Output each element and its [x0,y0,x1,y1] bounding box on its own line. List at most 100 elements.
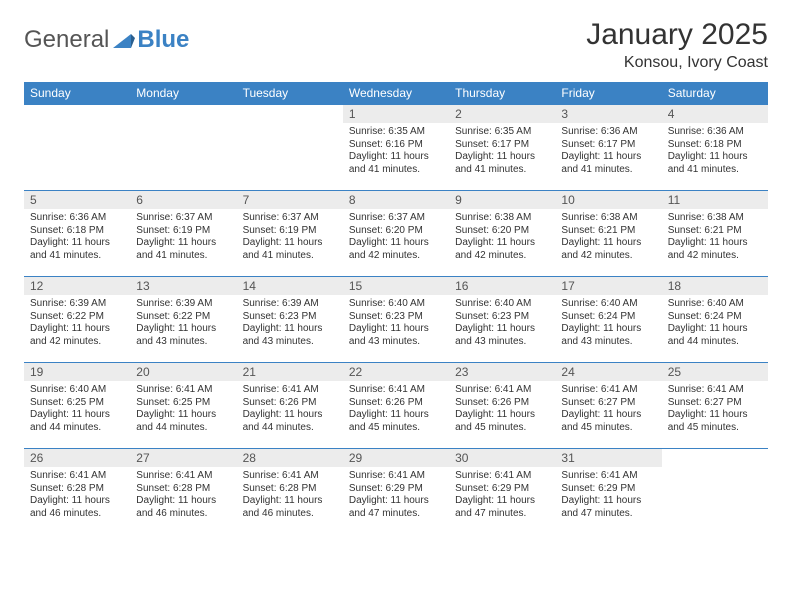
day-number: 30 [449,449,555,467]
calendar-day-cell: 24Sunrise: 6:41 AMSunset: 6:27 PMDayligh… [555,363,661,449]
day-data: Sunrise: 6:40 AMSunset: 6:24 PMDaylight:… [662,295,768,352]
day-data: Sunrise: 6:36 AMSunset: 6:18 PMDaylight:… [24,209,130,266]
day-data: Sunrise: 6:37 AMSunset: 6:19 PMDaylight:… [237,209,343,266]
day-number: 15 [343,277,449,295]
calendar-day-cell: 26Sunrise: 6:41 AMSunset: 6:28 PMDayligh… [24,449,130,535]
day-number: 23 [449,363,555,381]
logo-text-blue: Blue [137,26,189,54]
weekday-header: Thursday [449,82,555,105]
day-data: Sunrise: 6:38 AMSunset: 6:21 PMDaylight:… [555,209,661,266]
day-number: 2 [449,105,555,123]
calendar-body: 1Sunrise: 6:35 AMSunset: 6:16 PMDaylight… [24,105,768,535]
day-number: 3 [555,105,661,123]
day-data: Sunrise: 6:41 AMSunset: 6:27 PMDaylight:… [555,381,661,438]
day-number: 28 [237,449,343,467]
calendar-week-row: 26Sunrise: 6:41 AMSunset: 6:28 PMDayligh… [24,449,768,535]
day-data: Sunrise: 6:41 AMSunset: 6:28 PMDaylight:… [130,467,236,524]
day-data: Sunrise: 6:41 AMSunset: 6:29 PMDaylight:… [555,467,661,524]
weekday-header: Saturday [662,82,768,105]
location: Konsou, Ivory Coast [586,54,768,72]
day-data: Sunrise: 6:39 AMSunset: 6:23 PMDaylight:… [237,295,343,352]
day-data: Sunrise: 6:40 AMSunset: 6:23 PMDaylight:… [343,295,449,352]
day-number: 25 [662,363,768,381]
calendar-week-row: 12Sunrise: 6:39 AMSunset: 6:22 PMDayligh… [24,277,768,363]
day-number: 14 [237,277,343,295]
calendar-day-cell: 27Sunrise: 6:41 AMSunset: 6:28 PMDayligh… [130,449,236,535]
day-number: 19 [24,363,130,381]
logo: General Blue [24,18,189,54]
calendar-day-cell: 19Sunrise: 6:40 AMSunset: 6:25 PMDayligh… [24,363,130,449]
day-data: Sunrise: 6:35 AMSunset: 6:16 PMDaylight:… [343,123,449,180]
calendar-day-cell: 13Sunrise: 6:39 AMSunset: 6:22 PMDayligh… [130,277,236,363]
weekday-header-row: SundayMondayTuesdayWednesdayThursdayFrid… [24,82,768,105]
weekday-header: Sunday [24,82,130,105]
day-data: Sunrise: 6:36 AMSunset: 6:17 PMDaylight:… [555,123,661,180]
day-number: 8 [343,191,449,209]
calendar-week-row: 19Sunrise: 6:40 AMSunset: 6:25 PMDayligh… [24,363,768,449]
day-data: Sunrise: 6:41 AMSunset: 6:26 PMDaylight:… [343,381,449,438]
day-number: 21 [237,363,343,381]
day-data: Sunrise: 6:41 AMSunset: 6:26 PMDaylight:… [237,381,343,438]
day-number: 18 [662,277,768,295]
calendar-day-cell [24,105,130,191]
calendar-day-cell: 11Sunrise: 6:38 AMSunset: 6:21 PMDayligh… [662,191,768,277]
month-title: January 2025 [586,18,768,52]
calendar-day-cell: 25Sunrise: 6:41 AMSunset: 6:27 PMDayligh… [662,363,768,449]
calendar-day-cell: 9Sunrise: 6:38 AMSunset: 6:20 PMDaylight… [449,191,555,277]
day-data: Sunrise: 6:39 AMSunset: 6:22 PMDaylight:… [24,295,130,352]
day-number: 9 [449,191,555,209]
calendar-day-cell: 21Sunrise: 6:41 AMSunset: 6:26 PMDayligh… [237,363,343,449]
day-data: Sunrise: 6:41 AMSunset: 6:25 PMDaylight:… [130,381,236,438]
day-number: 26 [24,449,130,467]
day-data: Sunrise: 6:39 AMSunset: 6:22 PMDaylight:… [130,295,236,352]
day-number: 12 [24,277,130,295]
logo-triangle-icon [113,32,135,48]
day-number: 17 [555,277,661,295]
calendar-day-cell: 22Sunrise: 6:41 AMSunset: 6:26 PMDayligh… [343,363,449,449]
calendar-day-cell: 2Sunrise: 6:35 AMSunset: 6:17 PMDaylight… [449,105,555,191]
day-data: Sunrise: 6:40 AMSunset: 6:25 PMDaylight:… [24,381,130,438]
day-number: 22 [343,363,449,381]
calendar-day-cell: 16Sunrise: 6:40 AMSunset: 6:23 PMDayligh… [449,277,555,363]
day-data: Sunrise: 6:41 AMSunset: 6:28 PMDaylight:… [24,467,130,524]
title-block: January 2025 Konsou, Ivory Coast [586,18,768,72]
day-number: 5 [24,191,130,209]
day-number: 27 [130,449,236,467]
day-data: Sunrise: 6:38 AMSunset: 6:20 PMDaylight:… [449,209,555,266]
calendar-day-cell: 17Sunrise: 6:40 AMSunset: 6:24 PMDayligh… [555,277,661,363]
day-number: 6 [130,191,236,209]
calendar-day-cell: 8Sunrise: 6:37 AMSunset: 6:20 PMDaylight… [343,191,449,277]
day-data: Sunrise: 6:41 AMSunset: 6:28 PMDaylight:… [237,467,343,524]
calendar-day-cell: 18Sunrise: 6:40 AMSunset: 6:24 PMDayligh… [662,277,768,363]
calendar-day-cell: 1Sunrise: 6:35 AMSunset: 6:16 PMDaylight… [343,105,449,191]
day-number: 29 [343,449,449,467]
day-data: Sunrise: 6:41 AMSunset: 6:27 PMDaylight:… [662,381,768,438]
day-data: Sunrise: 6:41 AMSunset: 6:29 PMDaylight:… [343,467,449,524]
calendar-day-cell: 28Sunrise: 6:41 AMSunset: 6:28 PMDayligh… [237,449,343,535]
day-data: Sunrise: 6:35 AMSunset: 6:17 PMDaylight:… [449,123,555,180]
calendar-day-cell [237,105,343,191]
calendar-table: SundayMondayTuesdayWednesdayThursdayFrid… [24,82,768,535]
day-data: Sunrise: 6:36 AMSunset: 6:18 PMDaylight:… [662,123,768,180]
calendar-day-cell: 6Sunrise: 6:37 AMSunset: 6:19 PMDaylight… [130,191,236,277]
logo-text-general: General [24,26,109,54]
day-data: Sunrise: 6:37 AMSunset: 6:19 PMDaylight:… [130,209,236,266]
calendar-week-row: 1Sunrise: 6:35 AMSunset: 6:16 PMDaylight… [24,105,768,191]
day-number: 31 [555,449,661,467]
day-data: Sunrise: 6:40 AMSunset: 6:24 PMDaylight:… [555,295,661,352]
weekday-header: Monday [130,82,236,105]
day-number: 10 [555,191,661,209]
day-number: 11 [662,191,768,209]
calendar-day-cell: 30Sunrise: 6:41 AMSunset: 6:29 PMDayligh… [449,449,555,535]
calendar-day-cell: 31Sunrise: 6:41 AMSunset: 6:29 PMDayligh… [555,449,661,535]
weekday-header: Friday [555,82,661,105]
calendar-week-row: 5Sunrise: 6:36 AMSunset: 6:18 PMDaylight… [24,191,768,277]
calendar-day-cell [662,449,768,535]
day-data: Sunrise: 6:38 AMSunset: 6:21 PMDaylight:… [662,209,768,266]
calendar-day-cell: 23Sunrise: 6:41 AMSunset: 6:26 PMDayligh… [449,363,555,449]
calendar-day-cell: 4Sunrise: 6:36 AMSunset: 6:18 PMDaylight… [662,105,768,191]
calendar-day-cell: 29Sunrise: 6:41 AMSunset: 6:29 PMDayligh… [343,449,449,535]
day-data: Sunrise: 6:41 AMSunset: 6:26 PMDaylight:… [449,381,555,438]
day-number: 24 [555,363,661,381]
day-data: Sunrise: 6:37 AMSunset: 6:20 PMDaylight:… [343,209,449,266]
